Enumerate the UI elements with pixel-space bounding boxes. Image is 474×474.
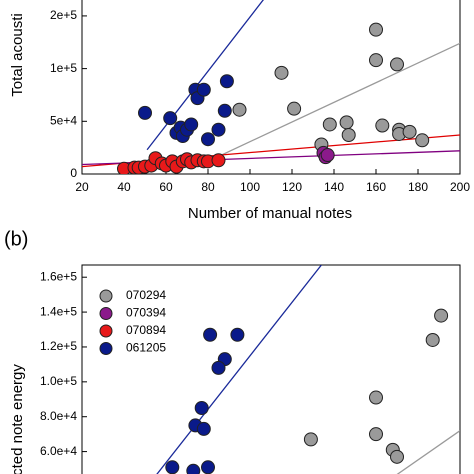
point xyxy=(287,101,302,116)
point xyxy=(194,400,209,415)
point xyxy=(184,117,199,132)
x-tick-label: 200 xyxy=(450,180,470,194)
legend-label: 070294 xyxy=(126,288,166,302)
fit-line xyxy=(156,265,322,474)
y-tick-label: 6.0e+4 xyxy=(40,444,77,458)
point xyxy=(196,421,211,436)
fit-line xyxy=(146,0,264,151)
point xyxy=(390,57,404,72)
fit-line xyxy=(207,42,460,162)
point xyxy=(341,128,356,143)
y-tick-label: 1.4e+5 xyxy=(40,304,77,318)
x-tick-label: 60 xyxy=(159,180,173,194)
point xyxy=(425,332,440,347)
point xyxy=(138,105,152,120)
point xyxy=(203,327,218,342)
point xyxy=(434,308,449,323)
point xyxy=(201,132,215,147)
panel-label: (b) xyxy=(4,228,28,250)
point xyxy=(232,102,247,117)
plot-frame xyxy=(81,264,461,474)
legend-marker xyxy=(99,289,113,303)
y-axis-label: cted note energy xyxy=(9,364,26,474)
y-tick-label: 1.2e+5 xyxy=(40,339,77,353)
point xyxy=(320,148,335,163)
point xyxy=(369,427,383,442)
legend-label: 070394 xyxy=(126,306,166,320)
y-tick-label: 0 xyxy=(70,166,77,180)
point xyxy=(274,65,289,80)
point xyxy=(165,460,180,474)
y-tick-label: 1.0e+5 xyxy=(40,374,77,388)
legend-marker xyxy=(99,342,113,355)
point xyxy=(219,74,234,89)
y-tick-label: 8.0e+4 xyxy=(40,409,77,423)
y-tick-label: 2e+5 xyxy=(50,8,77,22)
point xyxy=(230,327,245,342)
x-tick-label: 160 xyxy=(366,180,386,194)
x-tick-label: 140 xyxy=(324,180,344,194)
y-axis-label: Total acousti xyxy=(9,13,26,96)
point xyxy=(201,460,215,474)
legend-label: 070894 xyxy=(126,323,166,337)
fit-line xyxy=(396,430,460,474)
x-axis-label: Number of manual notes xyxy=(188,205,352,222)
plot-frame xyxy=(81,0,461,175)
point xyxy=(390,449,404,464)
y-tick-label: 1e+5 xyxy=(50,61,77,75)
x-tick-label: 80 xyxy=(201,180,215,194)
point xyxy=(369,390,383,405)
point xyxy=(369,53,383,68)
x-tick-label: 40 xyxy=(117,180,131,194)
legend-marker xyxy=(99,307,113,320)
point xyxy=(211,122,226,137)
point xyxy=(415,133,430,148)
point xyxy=(375,118,390,133)
x-tick-label: 100 xyxy=(240,180,260,194)
x-tick-label: 120 xyxy=(282,180,302,194)
point xyxy=(322,117,337,132)
point xyxy=(217,103,232,118)
point xyxy=(196,82,211,97)
legend-marker xyxy=(99,324,113,338)
point xyxy=(339,115,354,130)
y-tick-label: 1.6e+5 xyxy=(40,269,77,283)
x-tick-label: 20 xyxy=(75,180,89,194)
x-tick-label: 180 xyxy=(408,180,428,194)
point xyxy=(163,111,178,126)
legend-label: 061205 xyxy=(126,341,166,355)
point xyxy=(211,153,226,168)
point xyxy=(369,22,383,37)
point xyxy=(211,360,226,375)
point xyxy=(186,463,201,474)
point xyxy=(303,432,318,447)
point xyxy=(402,124,417,139)
y-tick-label: 5e+4 xyxy=(50,113,77,127)
